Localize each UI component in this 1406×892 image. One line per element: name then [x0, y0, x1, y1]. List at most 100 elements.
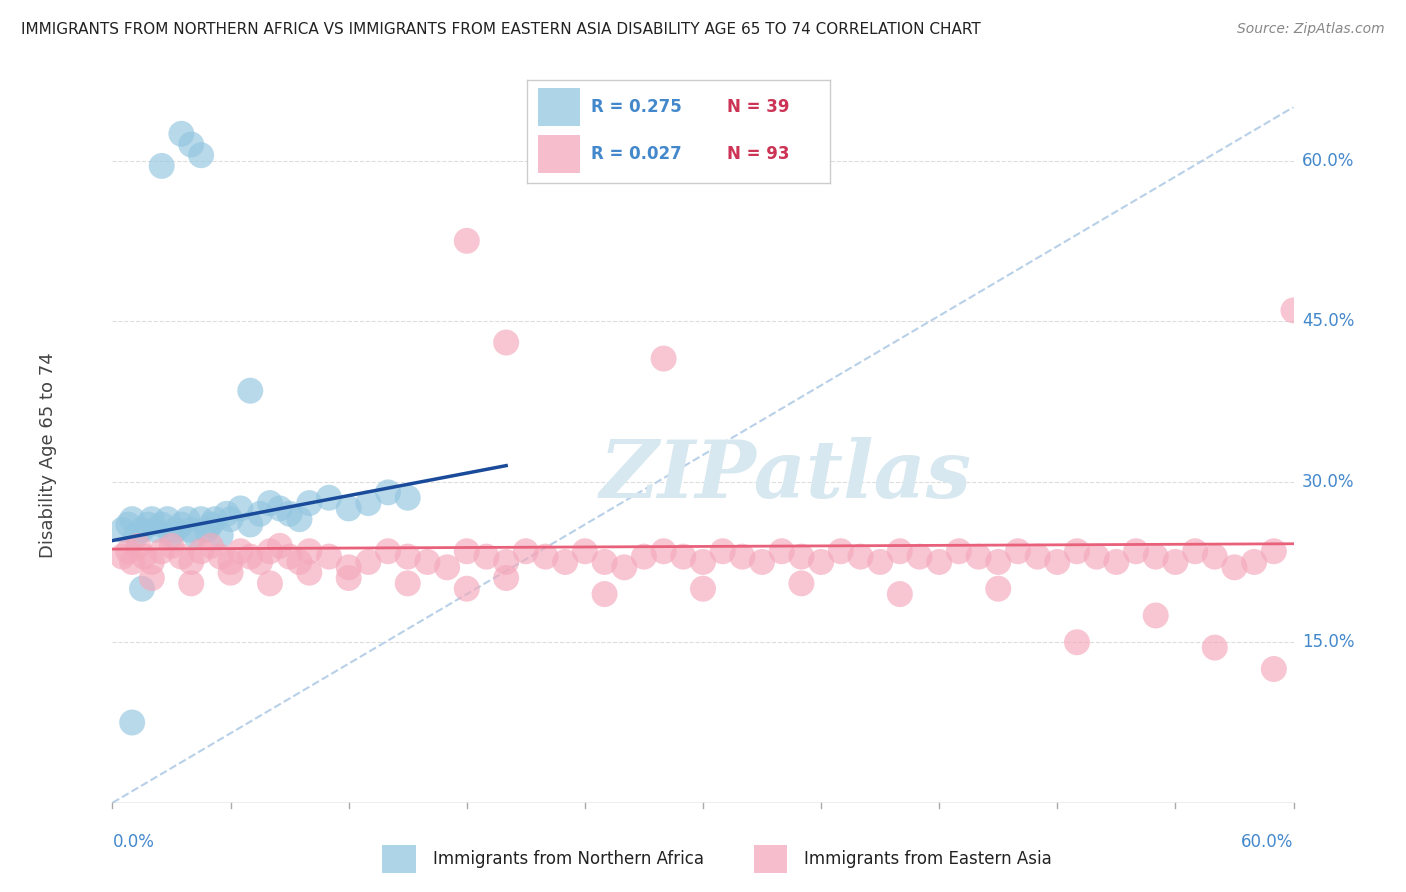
Point	[288, 512, 311, 526]
Point	[259, 576, 281, 591]
Point	[278, 507, 301, 521]
Point	[195, 523, 218, 537]
Point	[908, 549, 931, 564]
Point	[176, 512, 198, 526]
Point	[889, 544, 911, 558]
Point	[495, 335, 517, 350]
Point	[111, 549, 134, 564]
Point	[790, 549, 813, 564]
Point	[180, 137, 202, 152]
Point	[554, 555, 576, 569]
Point	[1144, 549, 1167, 564]
Point	[269, 539, 291, 553]
Bar	[754, 845, 787, 872]
Point	[184, 528, 207, 542]
Point	[456, 234, 478, 248]
Point	[692, 582, 714, 596]
Point	[145, 523, 167, 537]
Point	[377, 485, 399, 500]
Point	[165, 523, 187, 537]
Point	[180, 576, 202, 591]
Text: Source: ZipAtlas.com: Source: ZipAtlas.com	[1237, 22, 1385, 37]
Point	[219, 555, 242, 569]
Point	[1263, 544, 1285, 558]
Point	[534, 549, 557, 564]
Point	[204, 512, 226, 526]
Point	[298, 544, 321, 558]
Point	[141, 571, 163, 585]
Point	[1223, 560, 1246, 574]
Point	[180, 523, 202, 537]
FancyBboxPatch shape	[538, 136, 581, 173]
Point	[593, 555, 616, 569]
Text: 0.0%: 0.0%	[112, 833, 155, 851]
Point	[593, 587, 616, 601]
Point	[111, 523, 134, 537]
Point	[1046, 555, 1069, 569]
Point	[117, 544, 139, 558]
Point	[987, 555, 1010, 569]
Point	[1085, 549, 1108, 564]
Point	[613, 560, 636, 574]
Point	[456, 582, 478, 596]
Point	[1164, 555, 1187, 569]
Text: Immigrants from Northern Africa: Immigrants from Northern Africa	[433, 849, 704, 868]
Point	[377, 544, 399, 558]
Point	[132, 549, 155, 564]
Point	[574, 544, 596, 558]
Point	[229, 501, 252, 516]
Point	[136, 517, 159, 532]
Point	[259, 496, 281, 510]
Point	[170, 127, 193, 141]
Point	[117, 517, 139, 532]
Point	[259, 544, 281, 558]
Point	[731, 549, 754, 564]
Text: Immigrants from Eastern Asia: Immigrants from Eastern Asia	[804, 849, 1052, 868]
Point	[337, 501, 360, 516]
Bar	[382, 845, 416, 872]
Point	[396, 576, 419, 591]
Point	[475, 549, 498, 564]
Text: Disability Age 65 to 74: Disability Age 65 to 74	[38, 352, 56, 558]
Point	[357, 496, 380, 510]
Point	[239, 549, 262, 564]
Point	[652, 544, 675, 558]
Point	[160, 528, 183, 542]
Point	[948, 544, 970, 558]
Point	[1184, 544, 1206, 558]
Point	[209, 549, 232, 564]
Point	[121, 715, 143, 730]
Point	[125, 528, 148, 542]
Point	[200, 517, 222, 532]
Point	[298, 496, 321, 510]
Point	[215, 507, 238, 521]
Point	[967, 549, 990, 564]
Point	[180, 555, 202, 569]
Point	[156, 512, 179, 526]
Point	[150, 159, 173, 173]
Point	[515, 544, 537, 558]
Text: 15.0%: 15.0%	[1302, 633, 1354, 651]
Text: N = 39: N = 39	[727, 98, 789, 116]
Point	[849, 549, 872, 564]
Point	[131, 582, 153, 596]
Point	[928, 555, 950, 569]
Point	[190, 148, 212, 162]
Point	[692, 555, 714, 569]
Point	[337, 560, 360, 574]
Point	[190, 512, 212, 526]
Point	[121, 512, 143, 526]
Point	[160, 539, 183, 553]
Point	[790, 576, 813, 591]
Point	[127, 539, 149, 553]
Point	[456, 544, 478, 558]
Point	[1026, 549, 1049, 564]
Point	[987, 582, 1010, 596]
FancyBboxPatch shape	[538, 88, 581, 126]
Point	[318, 549, 340, 564]
Point	[1204, 640, 1226, 655]
Point	[229, 544, 252, 558]
Point	[357, 555, 380, 569]
Point	[495, 571, 517, 585]
Point	[436, 560, 458, 574]
